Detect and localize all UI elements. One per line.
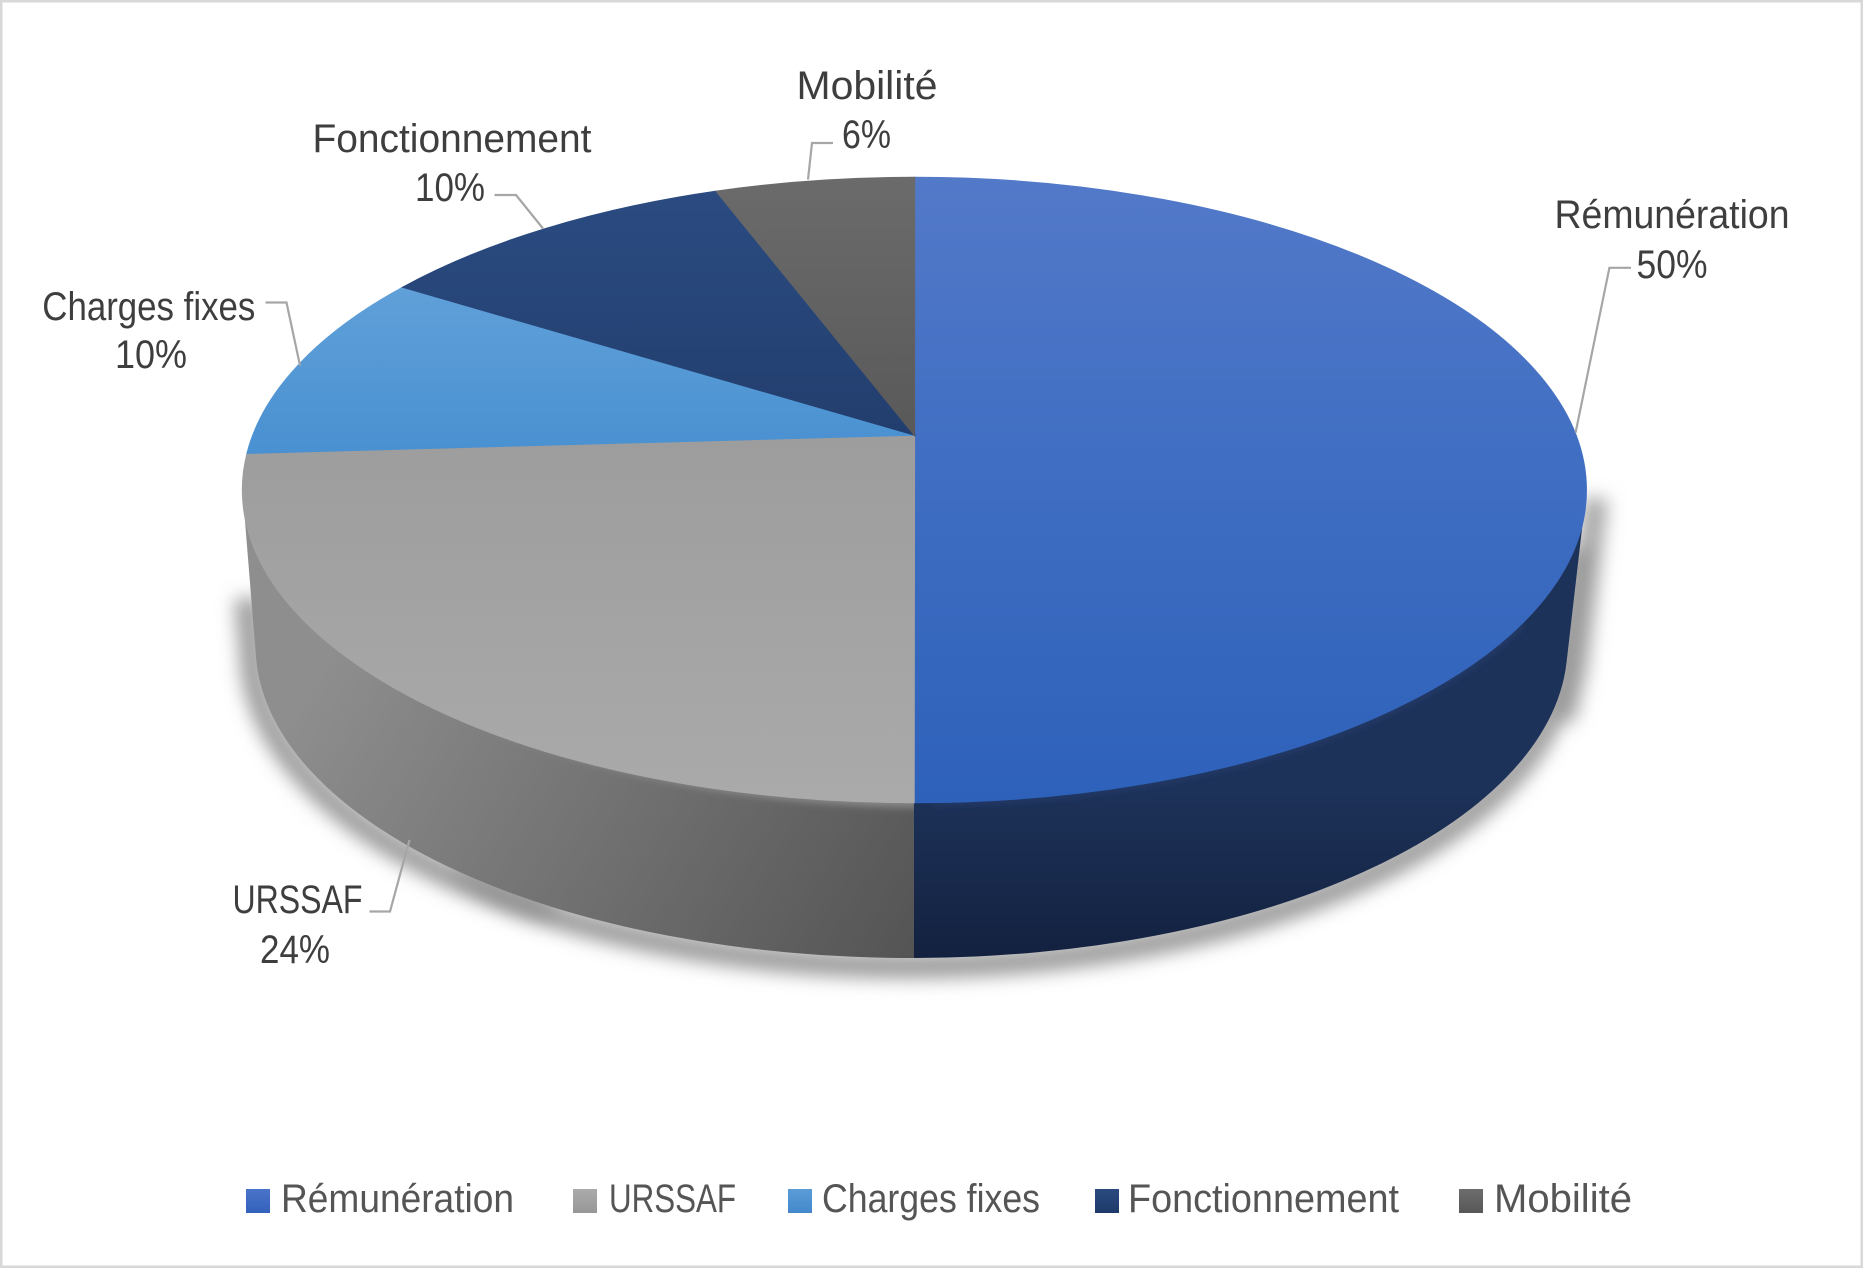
svg-text:Rémunération: Rémunération xyxy=(281,1177,514,1221)
svg-text:50%: 50% xyxy=(1637,243,1708,287)
svg-text:Fonctionnement: Fonctionnement xyxy=(1128,1177,1399,1221)
svg-text:Rémunération: Rémunération xyxy=(1555,193,1790,237)
svg-text:URSSAF: URSSAF xyxy=(233,878,363,922)
svg-text:6%: 6% xyxy=(842,113,891,157)
svg-text:Mobilité: Mobilité xyxy=(797,64,938,108)
svg-text:URSSAF: URSSAF xyxy=(609,1177,736,1221)
svg-text:Fonctionnement: Fonctionnement xyxy=(313,117,592,161)
svg-text:10%: 10% xyxy=(115,333,187,377)
svg-text:10%: 10% xyxy=(415,166,485,210)
svg-text:24%: 24% xyxy=(260,928,330,972)
svg-text:Mobilité: Mobilité xyxy=(1494,1177,1632,1221)
svg-text:Charges fixes: Charges fixes xyxy=(822,1177,1040,1221)
svg-text:Charges fixes: Charges fixes xyxy=(42,285,255,329)
